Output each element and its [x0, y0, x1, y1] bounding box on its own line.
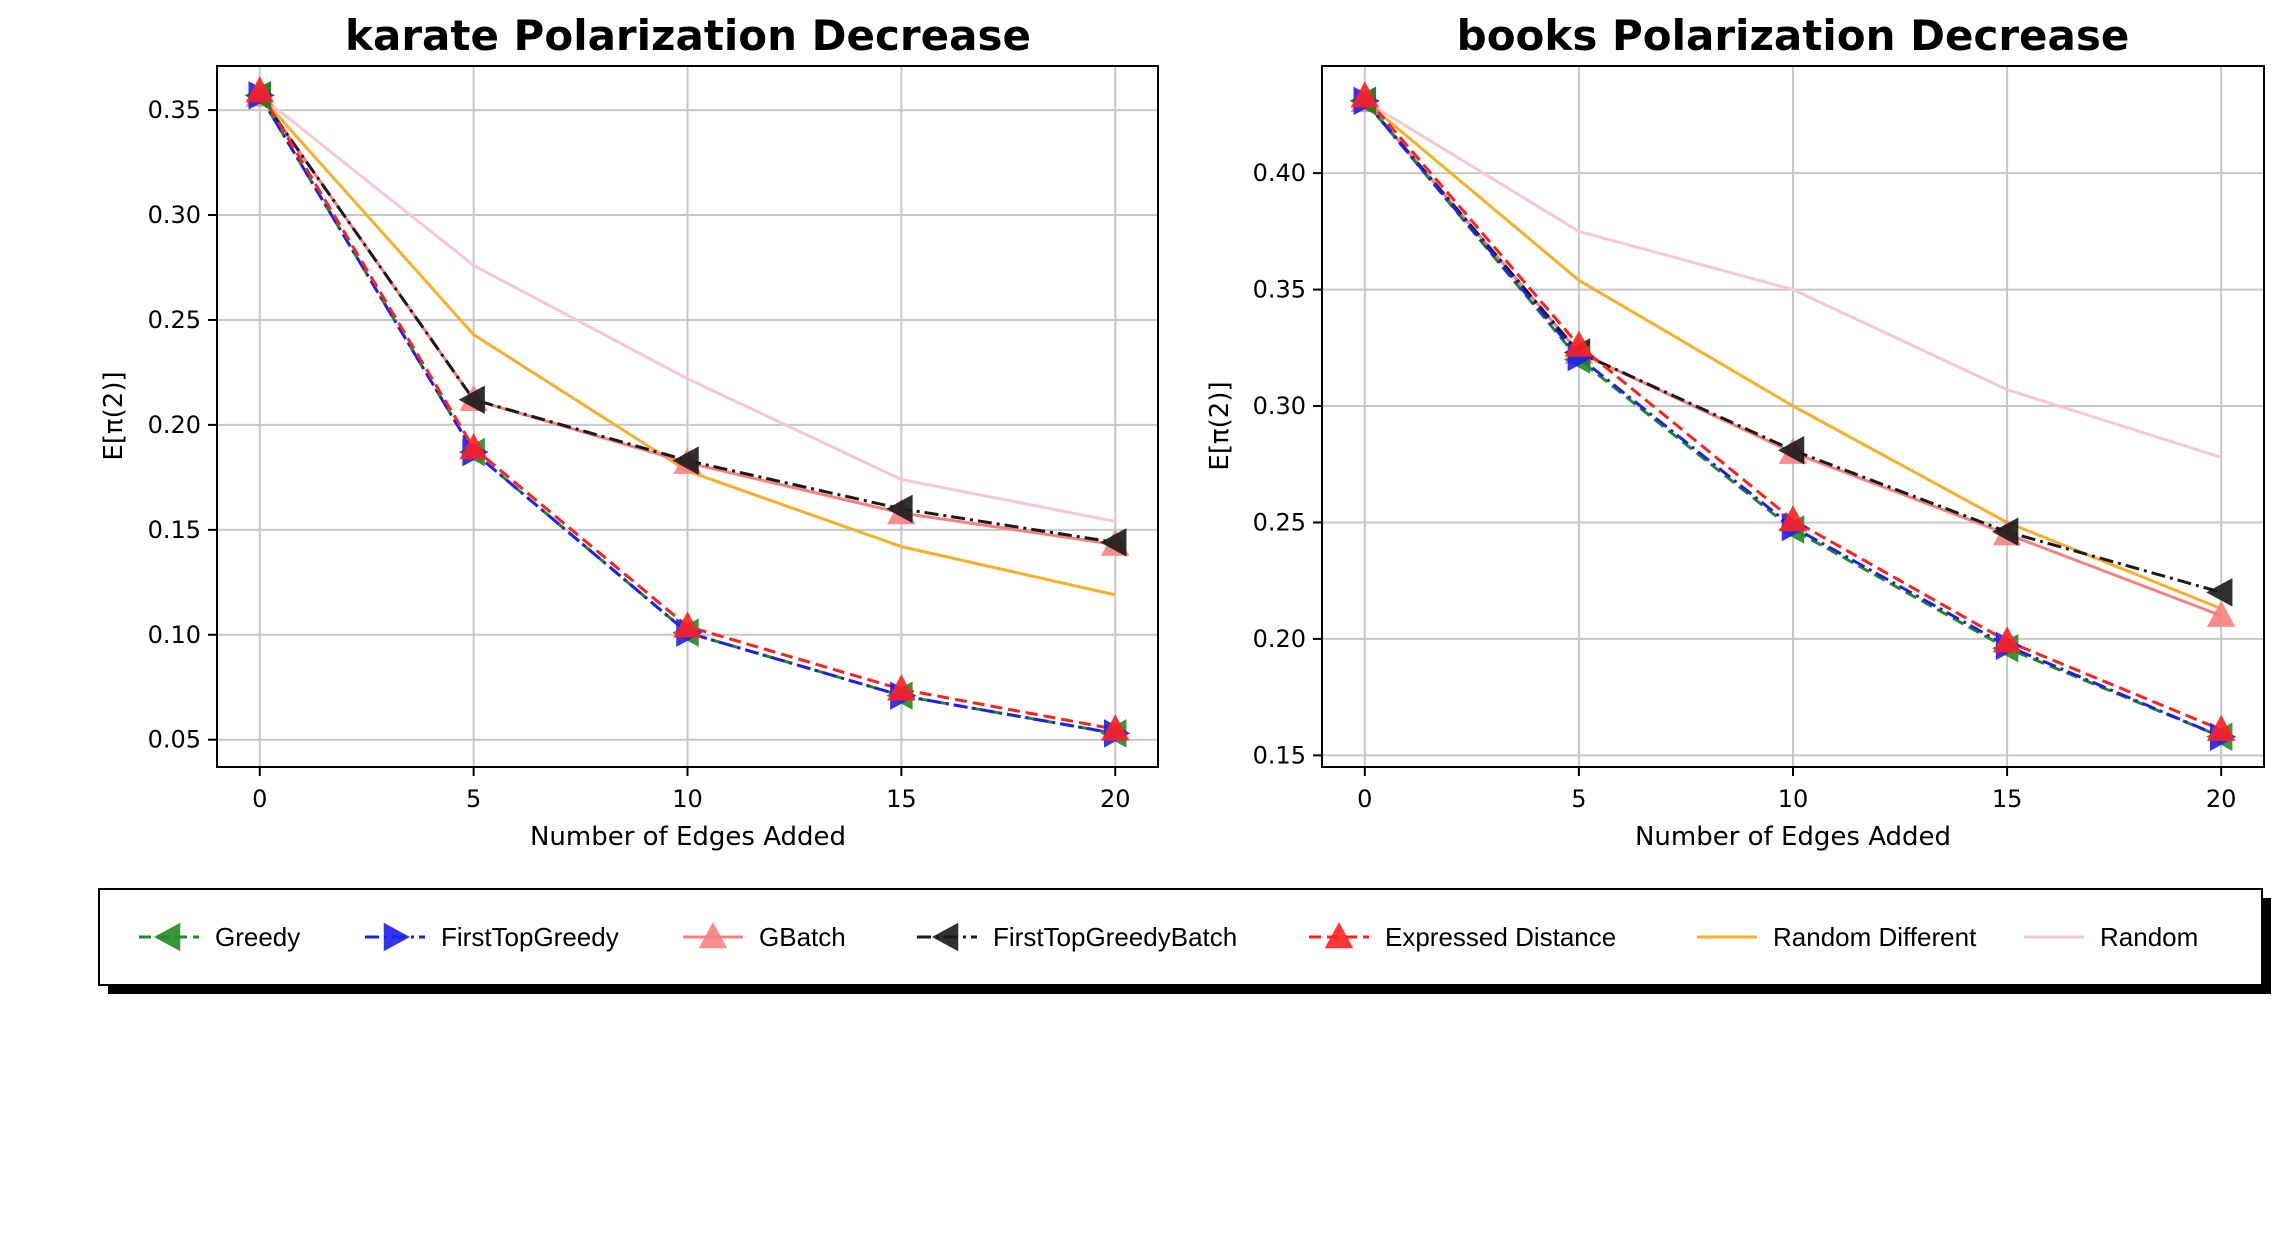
- y-tick-label: 0.20: [1253, 625, 1306, 653]
- legend-item-expressed-distance: Expressed Distance: [1309, 922, 1616, 952]
- y-tick-label: 0.15: [148, 516, 201, 544]
- data-point-firsttopgreedybatch: [2206, 578, 2233, 607]
- y-tick-label: 0.20: [148, 411, 201, 439]
- karate-chart: karate Polarization Decrease 0 5 10 15 20 0.0…: [99, 11, 1159, 852]
- legend-marker: [698, 922, 728, 949]
- y-tick-label: 0.30: [148, 201, 201, 229]
- legend-item-firsttopgreedy: FirstTopGreedy: [365, 922, 619, 952]
- data-point-expressed-distance: [1992, 626, 2022, 653]
- y-axis-label: E[π(2)]: [1205, 381, 1235, 470]
- legend-item-random: Random: [2024, 922, 2198, 952]
- x-tick-label: 15: [1992, 785, 2023, 813]
- data-point-firsttopgreedybatch: [886, 494, 913, 524]
- x-tick-label: 0: [1357, 785, 1372, 813]
- x-tick-label: 10: [672, 785, 703, 813]
- y-tick-label: 0.10: [148, 621, 201, 649]
- data-point-expressed-distance: [459, 432, 488, 460]
- x-tick-label: 5: [466, 785, 481, 813]
- legend-label: Random: [2100, 922, 2198, 952]
- legend-label: FirstTopGreedyBatch: [993, 922, 1237, 952]
- series-line-firsttopgreedybatch: [1363, 99, 2222, 594]
- y-tick-label: 0.30: [1253, 392, 1306, 420]
- legend-label: Expressed Distance: [1385, 922, 1616, 952]
- legend-item-greedy: Greedy: [139, 922, 300, 952]
- y-tick-label: 0.15: [1253, 741, 1306, 769]
- x-axis-label: Number of Edges Added: [1635, 822, 1951, 852]
- y-tick-label: 0.35: [1253, 276, 1306, 304]
- x-tick-label: 0: [252, 785, 267, 813]
- chart-title: karate Polarization Decrease: [345, 11, 1031, 60]
- y-tick-label: 0.05: [148, 726, 201, 754]
- legend-box: [98, 888, 2263, 986]
- data-point-gbatch: [2206, 600, 2236, 627]
- data-point-firsttopgreedybatch: [458, 385, 485, 414]
- legend-item-random-different: Random Different: [1697, 922, 1977, 952]
- y-tick-label: 0.25: [148, 306, 201, 334]
- legend-marker: [1324, 922, 1354, 949]
- legend-label: Random Different: [1773, 922, 1977, 952]
- data-point-expressed-distance: [1100, 714, 1130, 741]
- y-tick-label: 0.25: [1253, 508, 1306, 536]
- data-point-expressed-distance: [673, 611, 702, 638]
- x-tick-label: 20: [2206, 785, 2237, 813]
- legend-marker: [932, 922, 959, 952]
- legend-item-gbatch: GBatch: [683, 922, 846, 952]
- x-tick-label: 20: [1100, 785, 1131, 813]
- legend-item-firsttopgreedybatch: FirstTopGreedyBatch: [917, 922, 1237, 952]
- data-point-expressed-distance: [1564, 330, 1594, 357]
- legend-label: Greedy: [215, 922, 300, 952]
- data-point-expressed-distance: [887, 674, 916, 701]
- legend-label: FirstTopGreedy: [441, 922, 619, 952]
- y-tick-label: 0.40: [1253, 159, 1306, 187]
- data-point-expressed-distance: [2206, 714, 2236, 741]
- data-point-firsttopgreedybatch: [1778, 436, 1805, 465]
- series-line-random: [1364, 99, 2222, 459]
- data-point-firsttopgreedybatch: [1100, 528, 1127, 557]
- x-tick-label: 15: [886, 785, 917, 813]
- legend-marker: [154, 922, 181, 952]
- data-point-firsttopgreedybatch: [1992, 517, 2019, 547]
- y-axis-label: E[π(2)]: [99, 371, 129, 460]
- series-line-random: [258, 94, 1116, 523]
- legend: Greedy FirstTopGreedy GBatch FirstTopGreedy…: [98, 888, 2271, 994]
- y-tick-label: 0.35: [148, 96, 201, 124]
- x-tick-label: 5: [1571, 785, 1586, 813]
- data-point-firsttopgreedybatch: [672, 446, 699, 475]
- legend-label: GBatch: [759, 922, 846, 952]
- books-chart: books Polarization Decrease 0 5 10 15 20 0.15…: [1205, 11, 2265, 852]
- legend-marker: [383, 922, 410, 952]
- x-tick-label: 10: [1778, 785, 1809, 813]
- x-axis-label: Number of Edges Added: [530, 822, 846, 852]
- data-point-expressed-distance: [1350, 81, 1380, 108]
- data-point-expressed-distance: [1778, 505, 1808, 532]
- data-point-expressed-distance: [245, 76, 275, 103]
- chart-title: books Polarization Decrease: [1457, 11, 2130, 60]
